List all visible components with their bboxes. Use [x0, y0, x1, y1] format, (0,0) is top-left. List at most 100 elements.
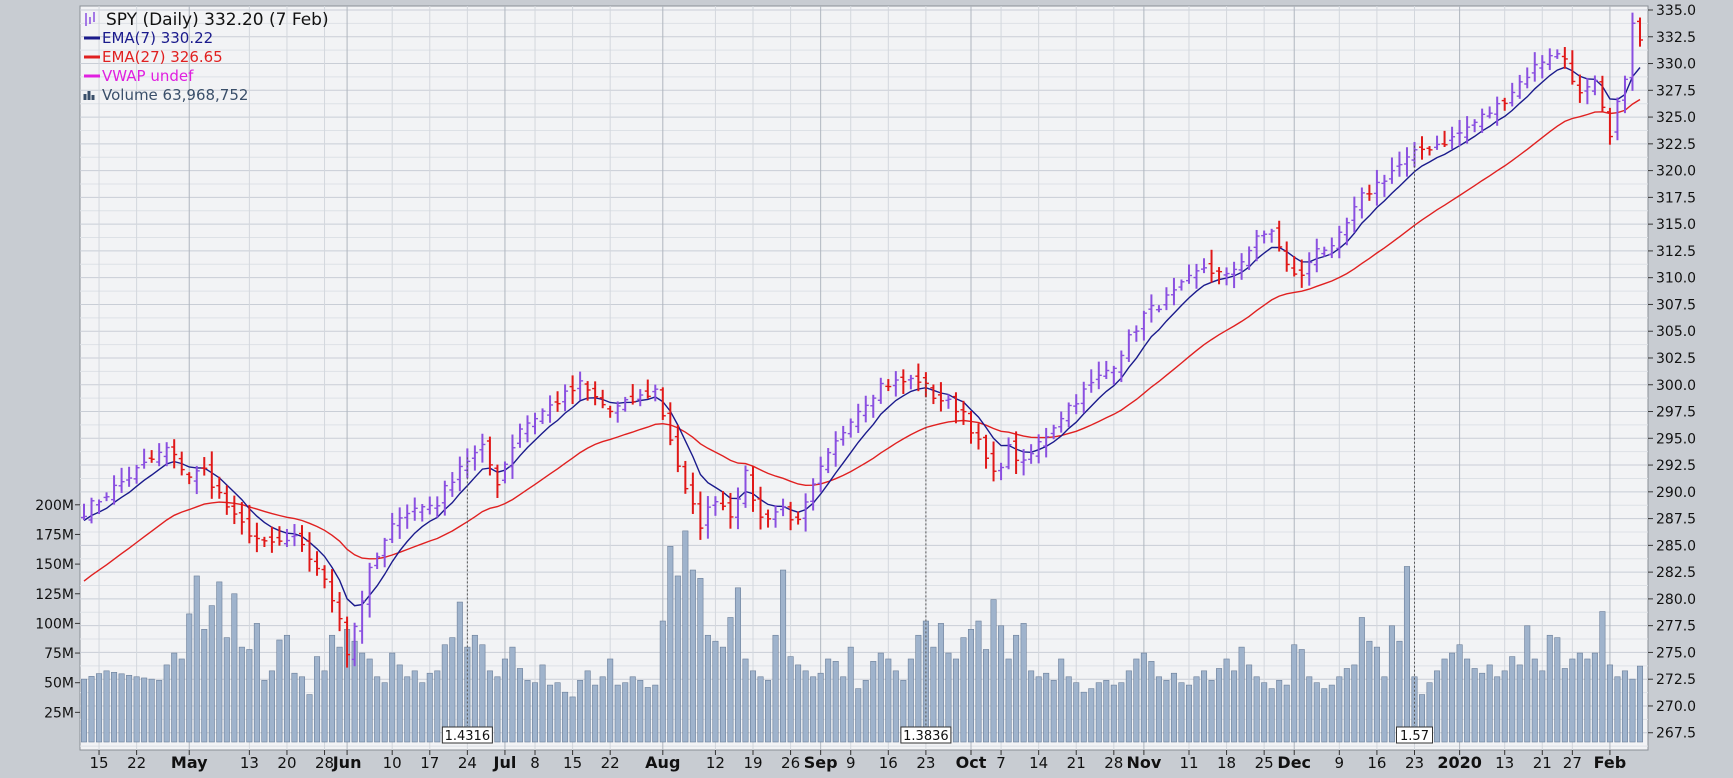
ohlc-bar	[81, 503, 87, 521]
volume-bar	[1035, 676, 1042, 743]
ohlc-bar	[1013, 431, 1020, 475]
ohlc-bar	[494, 464, 501, 499]
volume-bar	[1073, 682, 1080, 743]
volume-bar	[1253, 676, 1260, 743]
volume-bar	[1456, 644, 1463, 743]
ohlc-bar	[1569, 50, 1576, 85]
time-tick-label: 9	[1335, 754, 1345, 772]
volume-bar	[1148, 661, 1155, 743]
grid	[80, 6, 1648, 750]
ohlc-bar	[689, 472, 696, 514]
volume-bar	[1080, 691, 1087, 743]
volume-bar	[1193, 676, 1200, 743]
ohlc-bar	[88, 497, 95, 524]
ohlc-bar	[1140, 310, 1147, 341]
ohlc-bar	[855, 403, 862, 433]
volume-bar	[96, 673, 103, 743]
ohlc-bar	[862, 395, 869, 423]
price-tick-label: 272.5	[1656, 672, 1696, 688]
ohlc-bar	[1366, 184, 1373, 201]
volume-bar	[1103, 680, 1110, 743]
ohlc-bar	[907, 374, 914, 390]
ohlc-bar	[629, 384, 636, 405]
volume-bar	[1291, 644, 1298, 743]
price-tick-label: 305.0	[1656, 324, 1696, 340]
ohlc-bar	[246, 504, 253, 544]
ohlc-bar	[1531, 52, 1538, 82]
ohlc-bar	[915, 363, 922, 392]
volume-bar	[1043, 672, 1050, 743]
volume-bar	[629, 676, 636, 743]
ohlc-bar	[1118, 350, 1125, 383]
volume-bar	[1238, 646, 1245, 743]
volume-bar	[787, 656, 794, 743]
price-tick-label: 280.0	[1656, 592, 1696, 608]
volume-markers: 1.4316 1.3836 1.57	[441, 145, 1433, 744]
volume-bar	[201, 629, 208, 743]
volume-bar	[1336, 676, 1343, 743]
ohlc-bar	[840, 425, 847, 446]
volume-bar	[1261, 682, 1268, 743]
time-tick-label: 11	[1179, 754, 1198, 772]
ohlc-bar	[1238, 253, 1245, 280]
volume-bar	[1208, 680, 1215, 743]
ohlc-bar	[1419, 136, 1426, 160]
ohlc-bar	[223, 485, 230, 515]
ohlc-bar	[238, 502, 245, 535]
volume-bar	[381, 682, 388, 743]
ohlc-bar	[847, 418, 854, 438]
ohlc-bar	[532, 412, 539, 435]
ohlc-bar	[990, 441, 997, 482]
ohlc-bar	[1110, 365, 1117, 385]
ohlc-bar	[1471, 119, 1478, 133]
volume-bar	[1449, 652, 1456, 743]
ohlc-bar	[825, 448, 832, 474]
ohlc-bar	[1388, 157, 1395, 184]
price-tick-label: 320.0	[1656, 164, 1696, 180]
ohlc-bar	[103, 492, 110, 502]
volume-bar	[1479, 672, 1486, 743]
volume-bar	[396, 664, 403, 743]
time-tick-label: 15	[89, 754, 108, 772]
ohlc-bar	[750, 466, 757, 512]
volume-bar	[892, 670, 899, 743]
volume-bar	[1185, 684, 1192, 743]
ohlc-bar	[885, 379, 892, 392]
volume-bar	[742, 658, 749, 743]
time-tick-label: 13	[1495, 754, 1514, 772]
ohlc-bar	[892, 371, 899, 397]
volume-bar	[795, 664, 802, 743]
volume-bar	[216, 581, 223, 743]
volume-bar	[1584, 658, 1591, 743]
volume-bar	[855, 688, 862, 743]
ohlc-bar	[1584, 77, 1591, 105]
volume-bar	[80, 678, 88, 743]
ohlc-bar	[426, 496, 433, 515]
volume-bar	[614, 684, 621, 743]
volume-bar	[547, 684, 554, 743]
volume-bar	[1276, 680, 1283, 743]
ohlc-bar	[253, 522, 260, 553]
ohlc-bar	[1298, 259, 1305, 288]
volume-bar	[1554, 637, 1561, 743]
volume-bar	[562, 691, 569, 743]
volume-bar	[772, 634, 779, 743]
legend-symbol-label: SPY (Daily) 332.20 (7 Feb)	[106, 10, 329, 30]
volume-bar	[516, 668, 523, 743]
volume-bar	[1486, 664, 1493, 743]
volume-bar	[802, 670, 809, 743]
volume-bar	[877, 652, 884, 743]
ohlc-bar	[562, 384, 569, 412]
marker-label: 1.3836	[903, 729, 949, 744]
price-tick-label: 267.5	[1656, 726, 1696, 742]
volume-tick-label: 100M	[35, 616, 74, 632]
price-tick-label: 282.5	[1656, 565, 1696, 581]
ohlc-bar	[659, 387, 666, 420]
ohlc-bar	[351, 622, 358, 667]
volume-bar	[1351, 664, 1358, 743]
ohlc-bar	[329, 569, 336, 613]
marker-label: 1.4316	[445, 729, 491, 744]
volume-bar	[208, 605, 215, 743]
volume-bar	[667, 546, 674, 743]
ohlc-bar	[960, 400, 967, 425]
